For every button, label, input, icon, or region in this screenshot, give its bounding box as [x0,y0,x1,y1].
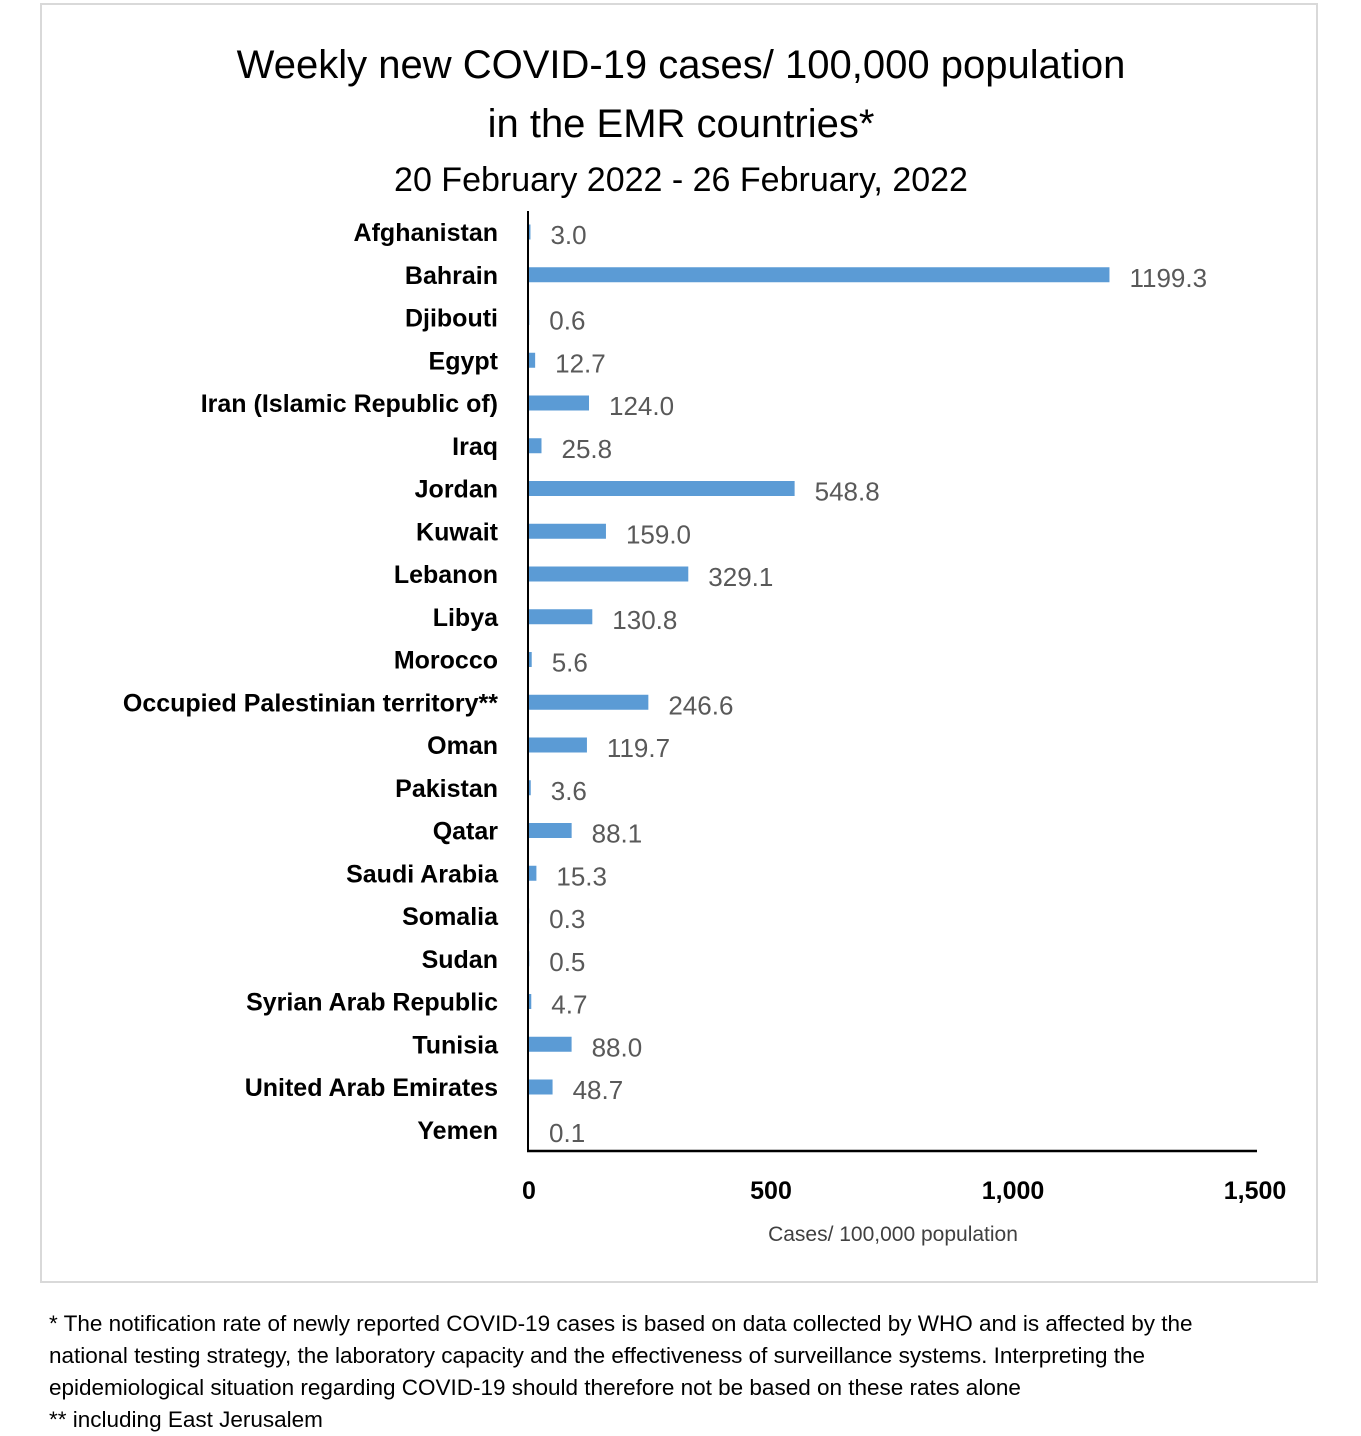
value-label-yemen: 0.1 [549,1118,585,1148]
category-label-afghanistan: Afghanistan [354,219,498,247]
category-label-iraq: Iraq [452,433,498,461]
chart-subtitle: 20 February 2022 - 26 February, 2022 [394,161,968,199]
bar-bahrain [529,267,1110,283]
value-label-egypt: 12.7 [555,348,606,378]
category-label-syrian-arab-republic: Syrian Arab Republic [246,989,498,1017]
x-axis-label: Cases/ 100,000 population [768,1223,1018,1246]
value-label-qatar: 88.1 [592,819,643,849]
bar-iran-islamic-republic-of [529,395,590,411]
value-label-somalia: 0.3 [549,904,585,934]
bar-syrian-arab-republic [529,994,532,1009]
bar-jordan [529,481,795,496]
category-label-somalia: Somalia [402,903,499,931]
value-label-afghanistan: 3.0 [550,220,586,250]
value-label-occupied-palestinian-territory: 246.6 [668,690,733,720]
category-label-jordan: Jordan [415,476,498,504]
x-tick-label: 1,000 [982,1177,1045,1205]
bar-afghanistan [529,224,531,240]
footnotes: * The notification rate of newly reporte… [49,1308,1339,1436]
value-label-pakistan: 3.6 [551,776,587,806]
category-label-morocco: Morocco [394,647,498,675]
bar-qatar [529,823,572,838]
category-label-pakistan: Pakistan [395,775,498,803]
category-label-libya: Libya [433,604,499,632]
bar-morocco [529,652,532,667]
footnote-line-3: epidemiological situation regarding COVI… [49,1375,1021,1400]
category-label-tunisia: Tunisia [412,1031,499,1059]
footnote-line-1: * The notification rate of newly reporte… [49,1311,1193,1336]
value-label-sudan: 0.5 [549,947,585,977]
value-label-saudi-arabia: 15.3 [556,861,607,891]
x-tick-label: 0 [522,1177,536,1205]
bar-pakistan [529,780,531,796]
category-label-djibouti: Djibouti [405,305,498,333]
value-label-tunisia: 88.0 [592,1032,643,1062]
category-label-saudi-arabia: Saudi Arabia [346,860,499,888]
value-label-jordan: 548.8 [815,477,880,507]
bar-egypt [529,352,536,368]
category-label-bahrain: Bahrain [405,262,498,290]
bar-occupied-palestinian-territory [529,694,649,710]
bar-iraq [529,438,542,454]
category-label-iran-islamic-republic-of: Iran (Islamic Republic of) [201,390,498,418]
category-label-oman: Oman [427,732,498,760]
value-label-united-arab-emirates: 48.7 [573,1075,624,1105]
bar-oman [529,737,587,753]
category-label-egypt: Egypt [429,347,499,375]
chart-title: Weekly new COVID-19 cases/ 100,000 popul… [237,43,1126,87]
category-label-kuwait: Kuwait [416,518,499,546]
category-label-yemen: Yemen [417,1117,498,1145]
bar-lebanon [529,566,689,582]
value-label-kuwait: 159.0 [626,519,691,549]
bar-kuwait [529,523,606,539]
category-label-sudan: Sudan [422,946,498,974]
bar-saudi-arabia [529,865,537,881]
category-label-united-arab-emirates: United Arab Emirates [245,1074,498,1102]
x-tick-label: 500 [750,1177,792,1205]
value-label-djibouti: 0.6 [549,306,585,336]
category-label-occupied-palestinian-territory: Occupied Palestinian territory** [123,689,498,717]
footnote-line-2: national testing strategy, the laborator… [49,1343,1146,1368]
value-label-iraq: 25.8 [561,434,612,464]
value-label-iran-islamic-republic-of: 124.0 [609,391,674,421]
x-tick-label: 1,500 [1224,1177,1287,1205]
bar-tunisia [529,1036,572,1052]
value-label-lebanon: 329.1 [708,562,773,592]
category-label-qatar: Qatar [433,818,499,846]
value-label-syrian-arab-republic: 4.7 [551,990,587,1020]
bar-united-arab-emirates [529,1079,553,1095]
chart-title-line2: in the EMR countries* [488,102,875,146]
footnote-line-4: ** including East Jerusalem [49,1407,323,1432]
value-label-libya: 130.8 [612,605,677,635]
chart-frame: Weekly new COVID-19 cases/ 100,000 popul… [40,3,1318,1283]
bar-chart: Weekly new COVID-19 cases/ 100,000 popul… [123,43,1287,1246]
category-label-lebanon: Lebanon [394,561,498,589]
bar-libya [529,609,593,625]
value-label-oman: 119.7 [607,733,670,763]
value-label-bahrain: 1199.3 [1129,263,1207,293]
value-label-morocco: 5.6 [552,648,588,678]
